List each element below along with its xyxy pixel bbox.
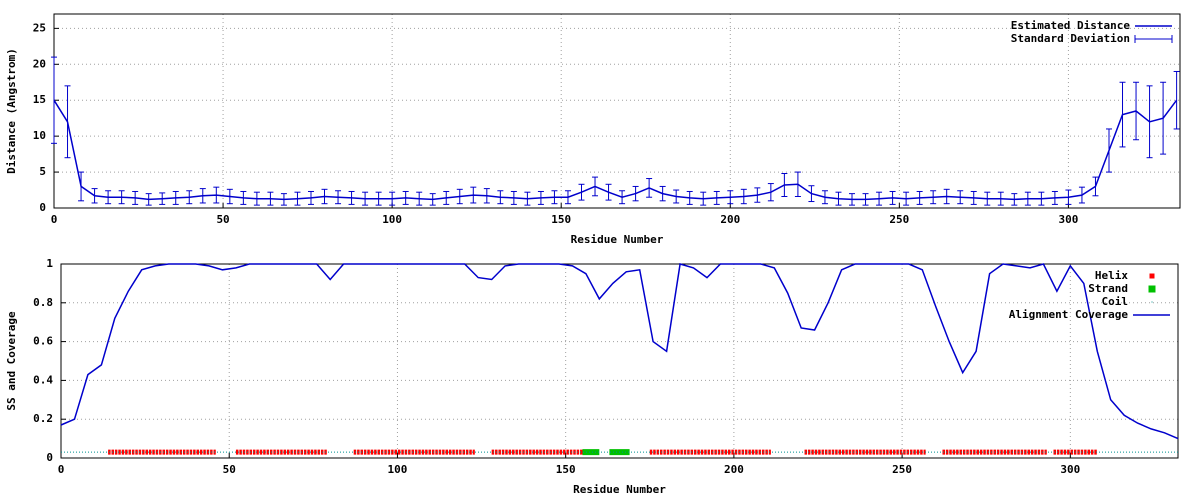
x-tick-label: 150 <box>556 463 576 476</box>
y-axis-label: Distance (Angstrom) <box>5 48 18 174</box>
legend-swatch <box>1151 301 1153 303</box>
legend-swatch <box>1149 273 1155 279</box>
legend-label: Alignment Coverage <box>1009 308 1129 321</box>
y-tick-label: 0.8 <box>33 296 53 309</box>
y-tick-label: 0.2 <box>33 412 53 425</box>
x-tick-label: 50 <box>216 213 229 226</box>
legend-label: Coil <box>1102 295 1129 308</box>
y-tick-label: 1 <box>46 257 53 270</box>
data-line <box>53 99 1178 201</box>
x-tick-label: 0 <box>58 463 65 476</box>
x-axis-label: Residue Number <box>573 483 666 496</box>
y-tick-label: 25 <box>33 21 46 34</box>
legend-label: Standard Deviation <box>1011 32 1130 45</box>
y-tick-label: 0 <box>39 201 46 214</box>
x-tick-label: 250 <box>892 463 912 476</box>
x-tick-label: 250 <box>889 213 909 226</box>
x-tick-label: 150 <box>551 213 571 226</box>
y-axis-label: SS and Coverage <box>5 311 18 411</box>
data-line <box>60 263 1179 440</box>
y-tick-label: 0.4 <box>33 373 53 386</box>
x-tick-label: 200 <box>724 463 744 476</box>
y-tick-label: 15 <box>33 93 46 106</box>
x-axis-label: Residue Number <box>571 233 664 246</box>
x-tick-label: 0 <box>51 213 58 226</box>
x-tick-label: 300 <box>1060 463 1080 476</box>
x-tick-label: 200 <box>720 213 740 226</box>
x-tick-label: 100 <box>388 463 408 476</box>
legend-label: Strand <box>1088 282 1128 295</box>
x-tick-label: 300 <box>1058 213 1078 226</box>
legend-swatch <box>1148 285 1156 293</box>
legend-label: Helix <box>1095 269 1128 282</box>
legend-label: Estimated Distance <box>1011 19 1131 32</box>
y-tick-label: 0.6 <box>33 335 53 348</box>
y-tick-label: 10 <box>33 129 46 142</box>
x-tick-label: 50 <box>223 463 236 476</box>
plot-frame <box>60 263 1179 459</box>
y-tick-label: 20 <box>33 57 46 70</box>
y-tick-label: 5 <box>39 165 46 178</box>
x-tick-label: 100 <box>382 213 402 226</box>
legend-swatch <box>1134 35 1173 43</box>
y-tick-label: 0 <box>46 451 53 464</box>
